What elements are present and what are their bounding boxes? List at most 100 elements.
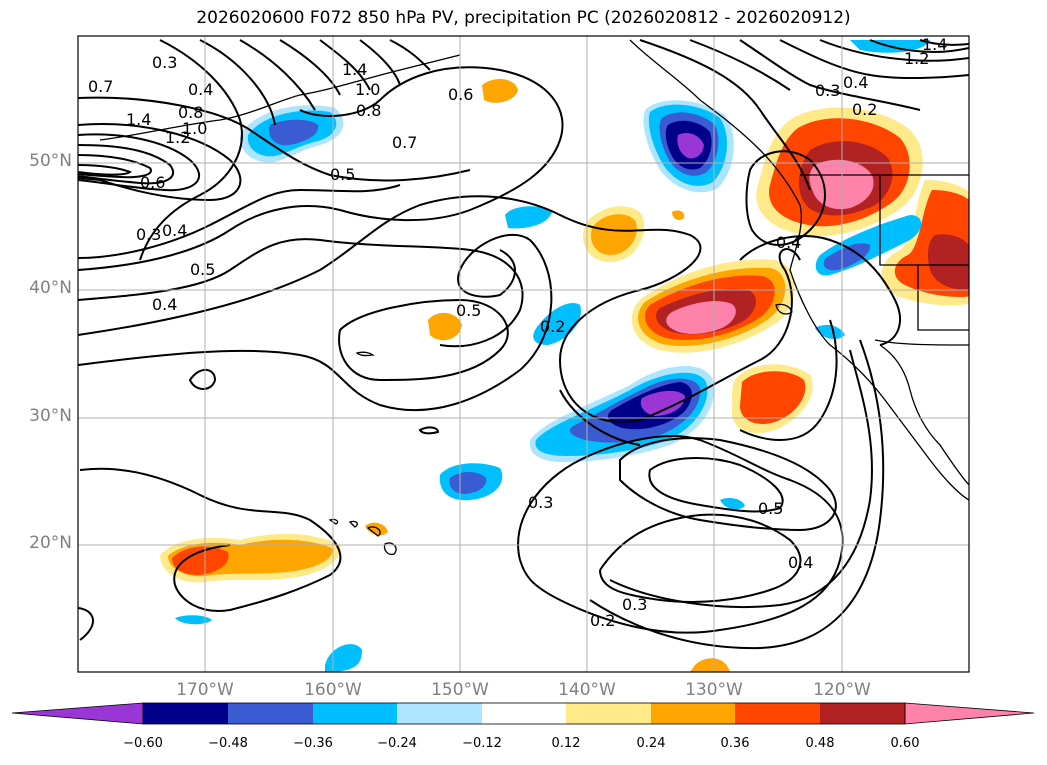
pv-contour-line xyxy=(78,144,175,185)
coastline-hawaii xyxy=(328,518,397,556)
contour-label: 0.4 xyxy=(776,233,801,252)
precip-positive-region xyxy=(666,301,736,334)
pv-contour-line xyxy=(188,368,217,390)
colorbar-tick-label: −0.12 xyxy=(462,736,502,751)
pv-contour-line xyxy=(779,39,969,80)
pv-contour-line xyxy=(78,238,524,348)
contour-label: 0.2 xyxy=(540,317,565,336)
contour-label: 0.6 xyxy=(448,85,473,104)
pv-contour-line xyxy=(648,457,784,513)
precip-negative-region xyxy=(175,615,212,625)
contour-label: 0.5 xyxy=(758,499,783,518)
pv-contour-line xyxy=(78,195,801,423)
colorbar-swatch xyxy=(313,703,397,724)
colorbar-tick-label: 0.48 xyxy=(805,736,835,751)
colorbar-tick-label: 0.24 xyxy=(636,736,666,751)
lat-label: 30°N xyxy=(29,406,72,426)
lon-label: 150°W xyxy=(431,680,489,700)
coastline-island xyxy=(775,303,793,315)
colorbar-swatch xyxy=(482,703,566,724)
pv-contour-line xyxy=(79,467,342,612)
contour-label: 0.3 xyxy=(528,493,553,512)
pv-contour-line xyxy=(359,39,401,86)
pv-contour-line xyxy=(78,607,94,641)
map-title: 2026020600 F072 850 hPa PV, precipitatio… xyxy=(196,8,851,28)
pv-contour-line xyxy=(239,39,316,111)
state-border xyxy=(874,339,969,346)
precip-positive-region xyxy=(365,522,388,536)
contour-label: 0.4 xyxy=(788,553,813,572)
precip-shading xyxy=(160,40,969,672)
precip-negative-region xyxy=(505,206,552,229)
contour-label: 0.5 xyxy=(190,260,215,279)
contour-label: 1.4 xyxy=(342,60,367,79)
pv-contour-line xyxy=(869,39,969,54)
colorbar-swatch xyxy=(143,703,228,724)
precip-negative-region xyxy=(640,390,685,416)
precip-positive-region xyxy=(690,658,730,672)
lat-label: 40°N xyxy=(29,278,72,298)
colorbar-tick-label: 0.60 xyxy=(890,736,920,751)
pv-contour-line xyxy=(338,298,509,382)
contour-label: 1.0 xyxy=(355,80,380,99)
pv-contour-line xyxy=(517,435,844,634)
contour-label: 0.5 xyxy=(330,165,355,184)
lon-label: 120°W xyxy=(813,680,871,700)
contour-label: 0.6 xyxy=(140,173,165,192)
lat-label: 50°N xyxy=(29,151,72,171)
coastline-baja xyxy=(879,344,969,486)
colorbar-tick-label: −0.60 xyxy=(123,736,163,751)
pv-contour-line xyxy=(639,39,811,191)
contour-label: 0.3 xyxy=(815,81,840,100)
contour-label: 1.0 xyxy=(182,119,207,138)
colorbar-swatch xyxy=(735,703,820,724)
pv-contour-line xyxy=(919,39,969,46)
precip-negative-region xyxy=(449,472,487,494)
colorbar-swatch xyxy=(820,703,905,724)
pv-contour-line xyxy=(78,233,553,412)
pv-contour-line xyxy=(689,39,791,91)
state-border xyxy=(879,175,969,266)
pv-contour-line xyxy=(739,319,838,441)
coastlines xyxy=(99,39,969,556)
contour-label: 0.7 xyxy=(392,133,417,152)
map-frame xyxy=(77,35,970,673)
pv-contour-line xyxy=(78,123,242,202)
precip-negative-region xyxy=(720,498,745,510)
colorbar-tick-label: 0.12 xyxy=(551,736,581,751)
contour-label: 1.2 xyxy=(165,128,190,147)
colorbar-swatch xyxy=(397,703,482,724)
precip-positive-region xyxy=(428,312,462,341)
contour-label: 0.4 xyxy=(843,73,868,92)
pv-contour-line xyxy=(599,513,802,603)
precip-positive-region xyxy=(927,234,969,291)
graticule xyxy=(78,36,969,672)
colorbar-swatch xyxy=(228,703,313,724)
contour-label: 1.2 xyxy=(904,49,929,68)
colorbar-tick-label: −0.24 xyxy=(377,736,417,751)
colorbar-swatch xyxy=(566,703,651,724)
contour-label: 0.5 xyxy=(456,301,481,320)
colorbar-frame xyxy=(142,702,906,725)
precip-negative-region xyxy=(269,119,319,146)
contour-label: 0.3 xyxy=(136,225,161,244)
contour-label: 0.4 xyxy=(188,80,213,99)
contour-label: 0.2 xyxy=(590,611,615,630)
coastline-island xyxy=(355,351,375,357)
pv-contour-line xyxy=(609,349,873,608)
coastline-aleutians xyxy=(99,54,461,141)
contour-label: 0.3 xyxy=(622,595,647,614)
pv-contour-line xyxy=(389,39,431,71)
pv-contour-line xyxy=(739,235,901,346)
colorbar xyxy=(11,702,1035,725)
colorbar-tick-label: −0.36 xyxy=(293,736,333,751)
lon-label: 140°W xyxy=(558,680,616,700)
pv-contour-line xyxy=(78,96,471,182)
lon-label: 160°W xyxy=(304,680,362,700)
pv-contour-line xyxy=(78,184,401,259)
contour-label: 0.4 xyxy=(152,295,177,314)
contour-label: 0.8 xyxy=(356,101,381,120)
colorbar-extend-low xyxy=(11,702,144,725)
pv-contour-line xyxy=(78,164,132,176)
